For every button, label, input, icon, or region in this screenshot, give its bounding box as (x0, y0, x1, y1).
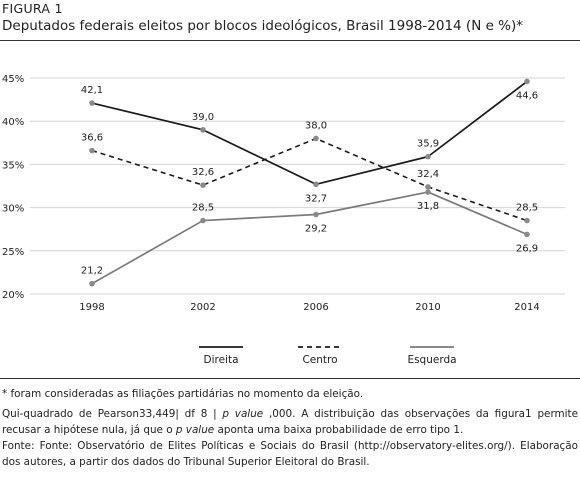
data-label-direita: 35,9 (417, 139, 439, 150)
p-value-term: p value (222, 408, 264, 420)
data-label-esquerda: 29,2 (305, 224, 327, 235)
y-tick-label: 25% (2, 247, 24, 258)
data-point-direita (200, 127, 206, 133)
chi-square-text: Qui-quadrado de Pearson33,449| df 8 | (2, 408, 223, 420)
data-label-esquerda: 28,5 (192, 203, 214, 214)
x-tick-label: 2014 (514, 302, 539, 313)
data-point-centro (200, 182, 206, 188)
data-point-centro (313, 135, 319, 142)
figure-notes: * foram consideradas as filiações partid… (2, 386, 578, 470)
data-label-esquerda: 21,2 (81, 266, 103, 277)
data-point-centro (524, 217, 530, 224)
data-label-centro: 28,5 (516, 203, 538, 214)
data-point-esquerda (313, 211, 319, 218)
x-axis-labels: 1998 2002 2006 2010 2014 (79, 302, 539, 313)
p-value-term-2: p value (175, 424, 215, 436)
legend-label-centro: Centro (302, 354, 337, 366)
chi-square-text-2: ,000. A distribuição das observações da … (2, 408, 579, 436)
data-label-centro: 32,4 (417, 169, 439, 180)
y-tick-label: 35% (2, 160, 24, 171)
data-point-direita (425, 153, 431, 160)
data-label-centro: 38,0 (305, 120, 327, 131)
data-point-esquerda (89, 280, 95, 287)
data-label-esquerda: 31,8 (417, 201, 439, 212)
data-points (89, 78, 530, 287)
series-line-direita (91, 80, 528, 186)
figure-label: FIGURA 1 (2, 1, 63, 16)
bottom-rule (0, 378, 580, 379)
top-rule (0, 40, 580, 41)
data-point-centro (425, 184, 431, 190)
data-point-esquerda (200, 217, 206, 224)
line-chart: 20%25%30%35%40%45% 1998 2002 2006 2010 2014 … (2, 74, 565, 366)
data-label-direita: 42,1 (81, 85, 103, 96)
x-tick-label: 2006 (303, 302, 328, 313)
grid-lines (30, 77, 565, 295)
figure-title: Deputados federais eleitos por blocos id… (2, 18, 524, 34)
data-label-direita: 39,0 (192, 112, 214, 123)
y-tick-label: 45% (2, 74, 24, 85)
data-point-centro (89, 147, 95, 154)
legend-label-direita: Direita (203, 354, 238, 366)
data-label-esquerda: 26,9 (516, 243, 538, 254)
data-label-direita: 44,6 (516, 90, 538, 101)
x-tick-label: 1998 (79, 302, 104, 313)
data-point-direita (313, 181, 319, 188)
y-tick-label: 40% (2, 117, 24, 128)
y-tick-label: 30% (2, 204, 24, 215)
data-labels: 42,1 39,0 32,7 35,9 44,6 36,6 32,6 38,0 32,4 28,5… (81, 85, 538, 277)
data-label-direita: 32,7 (305, 193, 327, 204)
chi-square-note: Qui-quadrado de Pearson33,449| df 8 | p … (2, 406, 578, 438)
series-line-esquerda (91, 191, 528, 285)
data-point-esquerda (425, 189, 431, 195)
x-tick-label: 2010 (415, 302, 440, 313)
data-label-centro: 36,6 (81, 133, 103, 144)
y-tick-label: 20% (2, 290, 24, 301)
data-point-direita (89, 100, 95, 106)
x-tick-label: 2002 (190, 302, 215, 313)
data-point-direita (524, 78, 530, 85)
series-line-centro (91, 137, 528, 222)
legend: Direita Centro Esquerda (199, 346, 457, 366)
asterisk-note: * foram consideradas as filiações partid… (2, 388, 364, 400)
series-lines (91, 80, 528, 285)
y-axis-labels: 20% 25% 30% 35% 40% 45% (2, 74, 24, 301)
data-point-esquerda (524, 231, 530, 238)
source-note: Fonte: Fonte: Observatório de Elites Pol… (2, 440, 578, 468)
data-label-centro: 32,6 (192, 167, 214, 178)
legend-label-esquerda: Esquerda (407, 354, 456, 366)
chi-square-text-3: aponta uma baixa probabilidade de erro t… (214, 424, 464, 436)
